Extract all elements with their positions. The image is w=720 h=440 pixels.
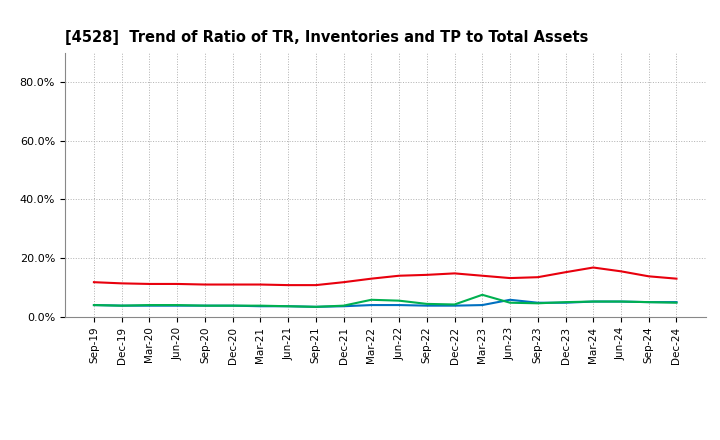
- Trade Receivables: [616, 269, 625, 274]
- Line: Trade Receivables: Trade Receivables: [94, 268, 677, 285]
- Inventories: [201, 303, 210, 308]
- Trade Payables: [589, 299, 598, 304]
- Trade Receivables: [173, 281, 181, 286]
- Inventories: [228, 303, 237, 308]
- Inventories: [284, 304, 292, 309]
- Inventories: [589, 299, 598, 304]
- Trade Receivables: [256, 282, 265, 287]
- Trade Receivables: [561, 270, 570, 275]
- Trade Payables: [644, 300, 653, 305]
- Inventories: [89, 302, 98, 308]
- Inventories: [339, 304, 348, 309]
- Inventories: [534, 300, 542, 305]
- Inventories: [616, 299, 625, 304]
- Inventories: [450, 303, 459, 308]
- Trade Payables: [534, 301, 542, 306]
- Trade Receivables: [672, 276, 681, 281]
- Trade Receivables: [228, 282, 237, 287]
- Trade Payables: [505, 300, 514, 305]
- Line: Inventories: Inventories: [94, 300, 677, 307]
- Trade Payables: [478, 292, 487, 297]
- Inventories: [117, 303, 126, 308]
- Trade Payables: [145, 302, 154, 308]
- Trade Payables: [89, 302, 98, 308]
- Trade Receivables: [478, 273, 487, 279]
- Line: Trade Payables: Trade Payables: [94, 295, 677, 307]
- Trade Payables: [312, 304, 320, 309]
- Trade Payables: [201, 303, 210, 308]
- Trade Receivables: [423, 272, 431, 278]
- Inventories: [173, 303, 181, 308]
- Trade Receivables: [534, 275, 542, 280]
- Inventories: [395, 302, 403, 308]
- Trade Payables: [616, 299, 625, 304]
- Inventories: [312, 304, 320, 309]
- Trade Payables: [339, 303, 348, 308]
- Trade Receivables: [505, 275, 514, 281]
- Inventories: [145, 303, 154, 308]
- Trade Receivables: [145, 281, 154, 286]
- Trade Payables: [672, 300, 681, 305]
- Trade Payables: [228, 303, 237, 308]
- Inventories: [423, 303, 431, 308]
- Trade Receivables: [89, 279, 98, 285]
- Trade Receivables: [450, 271, 459, 276]
- Text: [4528]  Trend of Ratio of TR, Inventories and TP to Total Assets: [4528] Trend of Ratio of TR, Inventories…: [65, 29, 588, 45]
- Trade Receivables: [644, 274, 653, 279]
- Trade Payables: [395, 298, 403, 303]
- Trade Payables: [450, 302, 459, 307]
- Trade Payables: [117, 303, 126, 308]
- Inventories: [256, 304, 265, 309]
- Trade Receivables: [312, 282, 320, 288]
- Inventories: [561, 300, 570, 305]
- Inventories: [644, 300, 653, 305]
- Trade Receivables: [339, 279, 348, 285]
- Trade Payables: [367, 297, 376, 302]
- Inventories: [505, 297, 514, 302]
- Trade Payables: [173, 302, 181, 308]
- Trade Receivables: [589, 265, 598, 270]
- Inventories: [367, 302, 376, 308]
- Trade Payables: [561, 300, 570, 305]
- Trade Receivables: [395, 273, 403, 279]
- Trade Receivables: [367, 276, 376, 281]
- Trade Receivables: [201, 282, 210, 287]
- Inventories: [478, 302, 487, 308]
- Trade Payables: [256, 303, 265, 308]
- Trade Payables: [284, 304, 292, 309]
- Inventories: [672, 300, 681, 305]
- Trade Receivables: [284, 282, 292, 288]
- Trade Payables: [423, 301, 431, 307]
- Trade Receivables: [117, 281, 126, 286]
